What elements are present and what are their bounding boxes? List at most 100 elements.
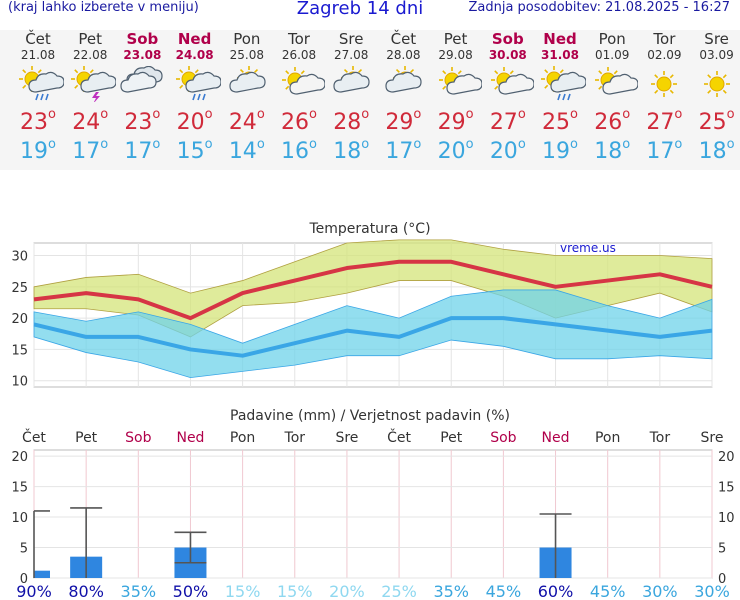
x-tick-label: Sob [490,430,516,446]
partly-cloudy-icon [325,66,377,102]
max-temp: 23o [20,107,56,136]
y-tick-label: 15 [11,343,28,358]
precip-probability: 25% [381,582,417,600]
day-name: Pet [443,30,468,48]
precip-probability: 35% [121,582,157,600]
min-temp: 18o [333,137,370,165]
min-temp-line [33,316,713,358]
day-card: Čet 28.08 29o 17o [377,30,429,166]
x-tick-label: Sre [335,430,358,446]
min-temp: 19o [542,137,578,165]
day-name: Čet [25,30,51,48]
y-tick-label: 30 [11,250,28,265]
day-card: Tor 26.08 26o 16o [273,30,326,166]
cloudy-icon [116,65,168,102]
day-name: Pet [78,30,102,48]
min-temp: 17o [646,137,683,165]
rain-sun-icon [12,66,65,102]
min-temp: 17o [124,137,161,165]
day-name: Sob [126,30,159,48]
x-tick-label: Ned [542,430,570,446]
max-temp: 29o [385,107,422,136]
y-tick-label-right: 5 [718,542,726,557]
day-card: Sob 23.08 23o 17o [116,30,168,166]
mostly-sunny-icon [430,66,483,102]
day-date: 29.08 [438,48,473,62]
day-name: Ned [177,30,212,48]
day-card: Pon 25.08 24o 14o [221,30,273,166]
x-tick-label: Sob [125,430,151,446]
precip-probability: 30% [642,582,678,600]
day-date: 28.08 [386,48,421,62]
x-tick-label: Čet [22,428,46,446]
max-temp: 26o [594,107,631,136]
day-date: 23.08 [123,48,162,62]
y-tick-label-right: 10 [718,511,735,526]
day-date: 24.08 [175,48,214,62]
day-date: 31.08 [541,48,579,62]
day-name: Ned [543,30,577,48]
precipitation-chart: Padavine (mm) / Verjetnost padavin (%) Če… [11,408,735,600]
day-card: Sre 27.08 28o 18o [325,30,377,166]
day-card: Sre 03.09 25o 18o [691,30,740,166]
max-temp: 27o [489,107,526,136]
watermark: vreme.us [560,241,616,255]
y-tick-label: 20 [11,450,28,465]
x-tick-label: Pon [595,430,620,446]
day-name: Sre [338,30,364,48]
min-temp: 20o [489,137,526,165]
min-temp: 20o [437,137,474,165]
precip-probability: 15% [225,582,261,600]
sunny-icon [691,66,740,102]
day-date: 27.08 [334,48,369,62]
day-card: Sob 30.08 27o 20o [482,30,535,166]
y-tick-label-right: 15 [718,481,735,496]
day-date: 26.08 [281,48,317,62]
day-card: Pet 29.08 29o 20o [430,30,483,166]
day-date: 02.09 [647,48,682,62]
max-temp-line [33,259,713,321]
day-date: 25.08 [229,48,264,62]
min-temp: 19o [20,137,56,165]
precip-probability: 20% [329,582,365,600]
x-tick-label: Tor [649,430,671,446]
partly-cloudy-icon [221,66,273,102]
max-temp: 27o [646,107,683,136]
day-name: Sob [491,30,524,48]
day-card: Čet 21.08 23o 19o [12,30,65,166]
max-temp: 25o [698,107,735,136]
min-temp: 18o [698,137,735,165]
x-tick-label: Tor [284,430,306,446]
x-tick-label: Ned [176,430,204,446]
y-tick-label-right: 20 [718,450,735,465]
precip-bar [34,570,50,578]
day-date: 30.08 [488,48,527,62]
sunny-icon [638,66,690,102]
precip-probability: 80% [68,582,104,600]
last-update: Zadnja posodobitev: 21.08.2025 - 16:27 [468,0,730,15]
precip-probability: 30% [694,582,730,600]
location-hint[interactable]: (kraj lahko izberete v meniju) [8,0,199,15]
rain-sun-icon [534,66,587,102]
day-date: 03.09 [699,48,734,62]
day-date: 22.08 [73,48,108,62]
daily-forecast: Čet 21.08 23o 19o Pet 22.08 24o 17o Sob 23… [0,30,740,170]
day-name: Sre [704,30,729,48]
y-tick-label: 25 [11,281,28,296]
x-tick-label: Pet [75,430,98,446]
max-temp: 24o [228,107,265,136]
precip-probability: 50% [173,582,209,600]
day-card: Pet 22.08 24o 17o [64,30,117,166]
max-temp: 28o [333,107,370,136]
rain-sun-icon [169,66,222,102]
max-temp: 23o [124,107,161,136]
min-temp: 15o [176,137,213,165]
y-tick-label: 15 [11,481,28,496]
y-tick-label: 0 [20,572,28,587]
day-card: Pon 01.09 26o 18o [586,30,639,166]
x-tick-label: Sre [701,430,724,446]
min-temp: 14o [228,137,265,165]
precip-probability: 90% [16,582,52,600]
page-title: Zagreb 14 dni [296,0,424,19]
day-card: Tor 02.09 27o 17o [638,30,690,166]
